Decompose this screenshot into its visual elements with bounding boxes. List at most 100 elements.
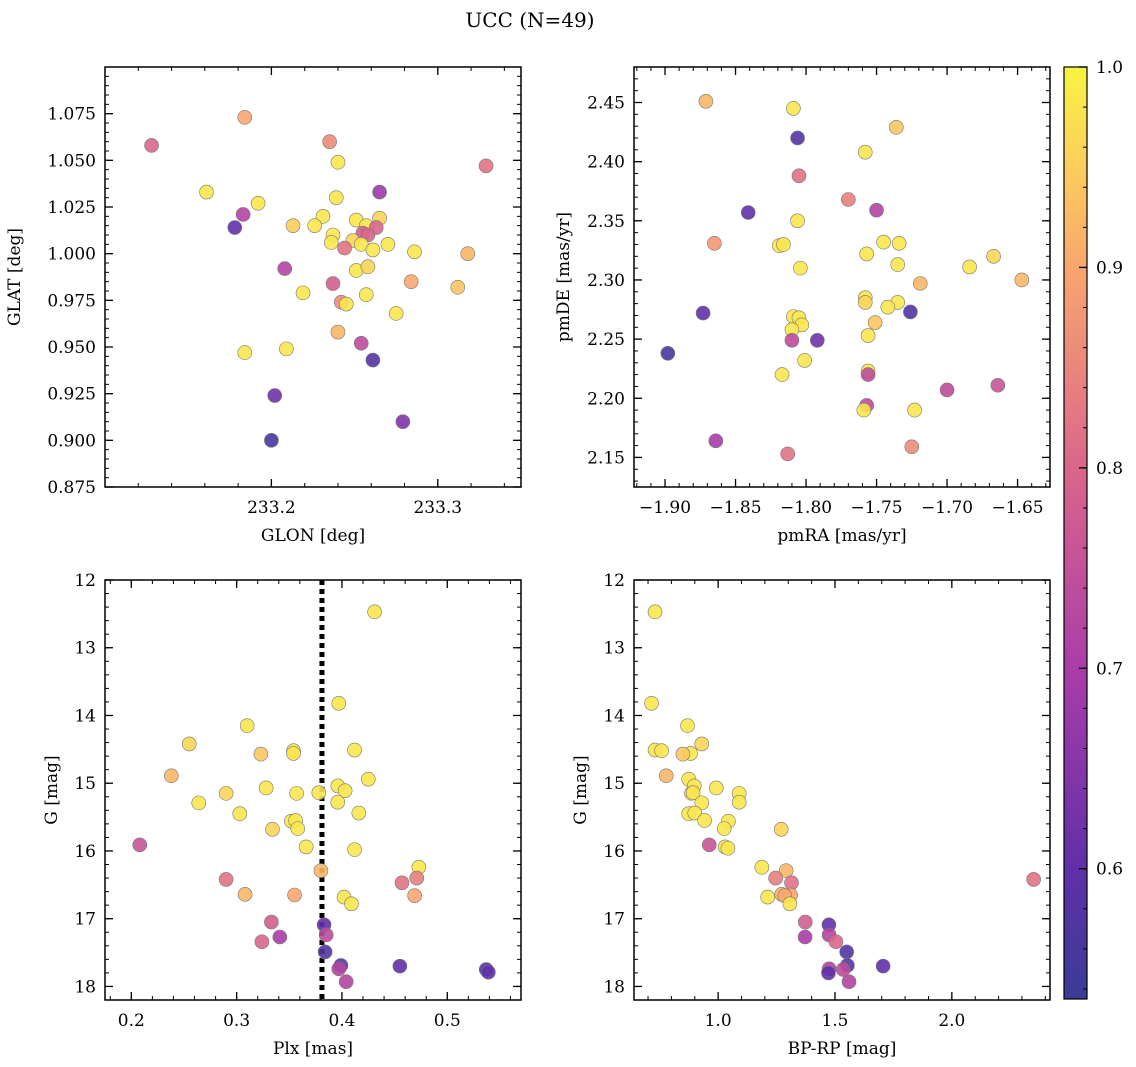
y-axis-label: G [mag] xyxy=(42,755,62,824)
y-tick-label: 0.950 xyxy=(47,338,96,358)
data-point xyxy=(232,806,248,822)
y-tick-label: 1.050 xyxy=(47,151,96,171)
data-point xyxy=(891,235,907,251)
y-tick-label: 1.025 xyxy=(47,198,96,218)
x-axis-label: pmRA [mas/yr] xyxy=(777,526,906,546)
data-point xyxy=(265,821,280,837)
axes-frame xyxy=(104,66,522,488)
x-tick-label: −1.90 xyxy=(639,498,691,518)
y-tick-label: 2.30 xyxy=(587,271,625,291)
data-point xyxy=(285,218,301,233)
data-point xyxy=(277,261,293,276)
data-point xyxy=(403,274,419,289)
data-point xyxy=(317,944,333,960)
data-point xyxy=(835,962,851,977)
data-point xyxy=(658,768,674,784)
y-tick-label: 2.45 xyxy=(587,93,625,113)
data-point xyxy=(797,353,812,368)
data-point xyxy=(875,958,891,974)
y-axis-label: G [mag] xyxy=(571,755,591,824)
y-tick-label: 18 xyxy=(603,977,625,997)
data-point xyxy=(481,964,496,980)
data-point xyxy=(685,785,701,801)
data-point xyxy=(720,840,736,856)
data-point xyxy=(367,604,382,620)
data-point xyxy=(869,202,884,218)
data-point xyxy=(347,742,362,758)
data-point xyxy=(962,259,977,275)
data-point xyxy=(407,888,422,903)
x-tick-label: 233.3 xyxy=(413,498,462,518)
y-tick-label: 13 xyxy=(74,639,96,659)
y-tick-label: 0.900 xyxy=(47,431,96,451)
data-point xyxy=(331,695,347,711)
axes-frame xyxy=(633,579,1051,1001)
data-point xyxy=(694,736,710,752)
data-point xyxy=(337,783,353,798)
y-tick-label: 2.35 xyxy=(587,212,625,232)
data-point xyxy=(360,259,376,275)
data-point xyxy=(307,218,322,233)
data-point xyxy=(330,794,346,810)
colorbar-tick-label: 0.7 xyxy=(1096,659,1123,679)
data-point xyxy=(325,276,341,291)
data-point xyxy=(279,341,294,357)
y-tick-label: 18 xyxy=(74,977,96,997)
data-point xyxy=(295,285,311,301)
colorbar-tick-label: 0.8 xyxy=(1096,459,1123,479)
data-point xyxy=(164,768,179,784)
data-point xyxy=(695,305,711,321)
panel-plx-g: 0.2 0.3 0.4 0.5 12 13 14 15 16 17 18 Plx [mas] G [ma… xyxy=(42,571,522,1059)
data-point xyxy=(218,872,234,887)
data-point xyxy=(782,896,798,912)
y-tick-label: 14 xyxy=(74,706,96,726)
data-point xyxy=(790,213,805,229)
data-point xyxy=(298,839,314,855)
data-point xyxy=(798,914,813,930)
data-point xyxy=(254,934,270,950)
data-point xyxy=(698,94,714,109)
data-point xyxy=(839,944,854,960)
data-point xyxy=(647,604,663,620)
x-tick-label: −1.70 xyxy=(921,498,973,518)
data-point xyxy=(675,746,691,762)
data-point xyxy=(859,246,874,262)
data-point xyxy=(867,315,883,330)
data-point xyxy=(289,786,304,801)
data-point xyxy=(365,352,381,368)
data-point xyxy=(841,192,856,207)
data-point xyxy=(754,859,770,875)
data-point xyxy=(784,332,800,348)
data-point xyxy=(267,388,283,403)
data-point xyxy=(904,439,920,455)
y-axis-label: GLAT [deg] xyxy=(5,228,25,326)
colorbar-tick-label: 0.6 xyxy=(1096,860,1123,880)
x-tick-label: −1.85 xyxy=(709,498,761,518)
data-point xyxy=(828,934,844,950)
data-point xyxy=(394,875,410,891)
data-point xyxy=(322,134,337,149)
data-point xyxy=(250,195,266,211)
y-tick-label: 13 xyxy=(603,639,625,659)
panel-bprp-g: 1.0 1.5 2.0 12 13 14 15 16 17 18 BP-RP [mag] G [mag… xyxy=(571,571,1051,1059)
y-tick-label: 15 xyxy=(74,774,96,794)
data-point xyxy=(654,743,669,759)
data-point xyxy=(330,154,346,170)
data-point xyxy=(768,870,783,886)
data-point xyxy=(860,367,876,382)
data-point xyxy=(264,914,279,930)
data-point xyxy=(793,260,808,276)
panel-pmra-pmde: −1.90 −1.85 −1.80 −1.75 −1.70 −1.65 2.15 2.20 2.… xyxy=(554,66,1051,546)
data-point xyxy=(774,367,790,382)
y-tick-label: 0.875 xyxy=(47,478,96,498)
y-tick-label: 16 xyxy=(74,842,96,862)
data-point xyxy=(144,138,159,153)
data-point xyxy=(890,257,906,272)
data-point xyxy=(253,746,269,762)
x-tick-label: −1.75 xyxy=(850,498,902,518)
data-point xyxy=(876,234,891,250)
data-point xyxy=(199,184,214,200)
data-point xyxy=(290,821,306,836)
data-point xyxy=(286,746,301,761)
data-point xyxy=(239,718,255,733)
